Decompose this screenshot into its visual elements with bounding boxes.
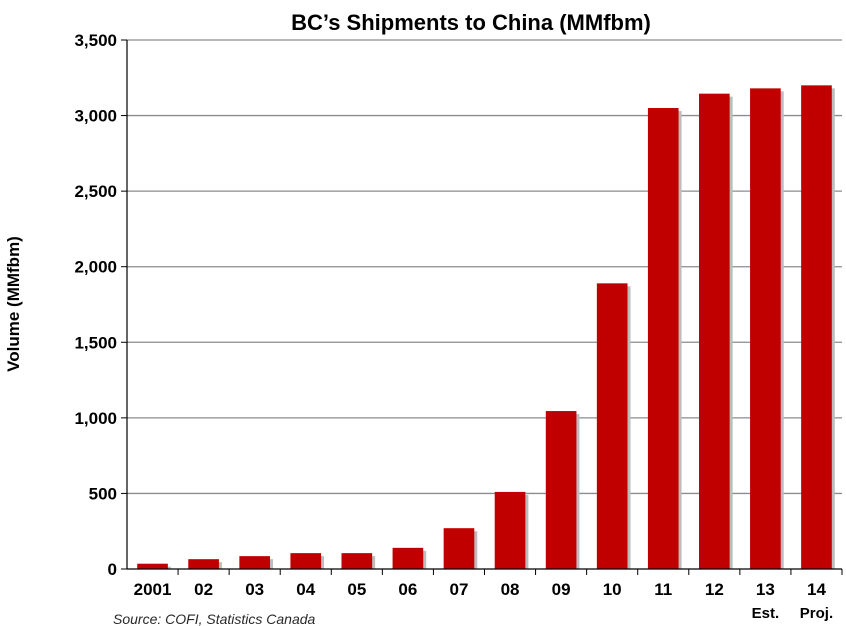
x-tick-label: 13	[756, 580, 775, 599]
bar	[750, 88, 781, 569]
y-axis-label: Volume (MMfbm)	[4, 236, 23, 372]
x-tick-label: 10	[603, 580, 622, 599]
chart-title: BC’s Shipments to China (MMfbm)	[291, 10, 651, 35]
bar	[188, 559, 219, 569]
y-tick-label: 3,500	[74, 31, 117, 50]
x-tick-label: 04	[296, 580, 315, 599]
bar	[443, 528, 475, 569]
y-tick-label: 2,000	[74, 258, 117, 277]
x-tick-label: 12	[705, 580, 724, 599]
bar-annotation: Est.	[752, 605, 780, 622]
x-tick-label: 14	[807, 580, 826, 599]
bar	[596, 283, 628, 569]
annotations: Est. Proj.	[752, 605, 834, 622]
y-tick-labels: 0 500 1,000 1,500 2,000 2,500 3,000 3,500	[74, 31, 127, 579]
x-tick-label: 06	[398, 580, 417, 599]
x-tick-label: 03	[245, 580, 264, 599]
y-tick-label: 1,000	[74, 409, 117, 428]
bar	[341, 553, 373, 569]
x-tick-label: 02	[194, 580, 213, 599]
bar	[647, 108, 679, 569]
x-tick-label: 11	[654, 580, 672, 599]
bar-series	[137, 85, 835, 570]
axes	[126, 40, 842, 570]
bar	[545, 411, 577, 569]
y-tick-label: 2,500	[74, 182, 117, 201]
y-tick-label: 3,000	[74, 107, 117, 126]
x-tick-labels: 2001 02 03 04 05 06 07 08 09 10 11 12 13 14	[134, 569, 843, 599]
gridlines	[127, 39, 842, 495]
bar	[699, 93, 730, 570]
x-tick-label: 2001	[134, 580, 172, 599]
x-tick-label: 09	[552, 580, 571, 599]
y-tick-label: 1,500	[74, 333, 117, 352]
bar	[494, 491, 526, 569]
bar	[801, 85, 832, 569]
bar	[392, 547, 424, 569]
x-tick-label: 05	[347, 580, 366, 599]
y-tick-label: 0	[108, 560, 117, 579]
bar	[239, 556, 270, 569]
x-tick-label: 08	[501, 580, 520, 599]
source-note: Source: COFI, Statistics Canada	[113, 611, 316, 626]
x-tick-label: 07	[450, 580, 469, 599]
y-tick-label: 500	[89, 484, 117, 503]
bar	[290, 553, 322, 569]
bar-annotation: Proj.	[800, 605, 833, 622]
bar	[137, 563, 168, 569]
